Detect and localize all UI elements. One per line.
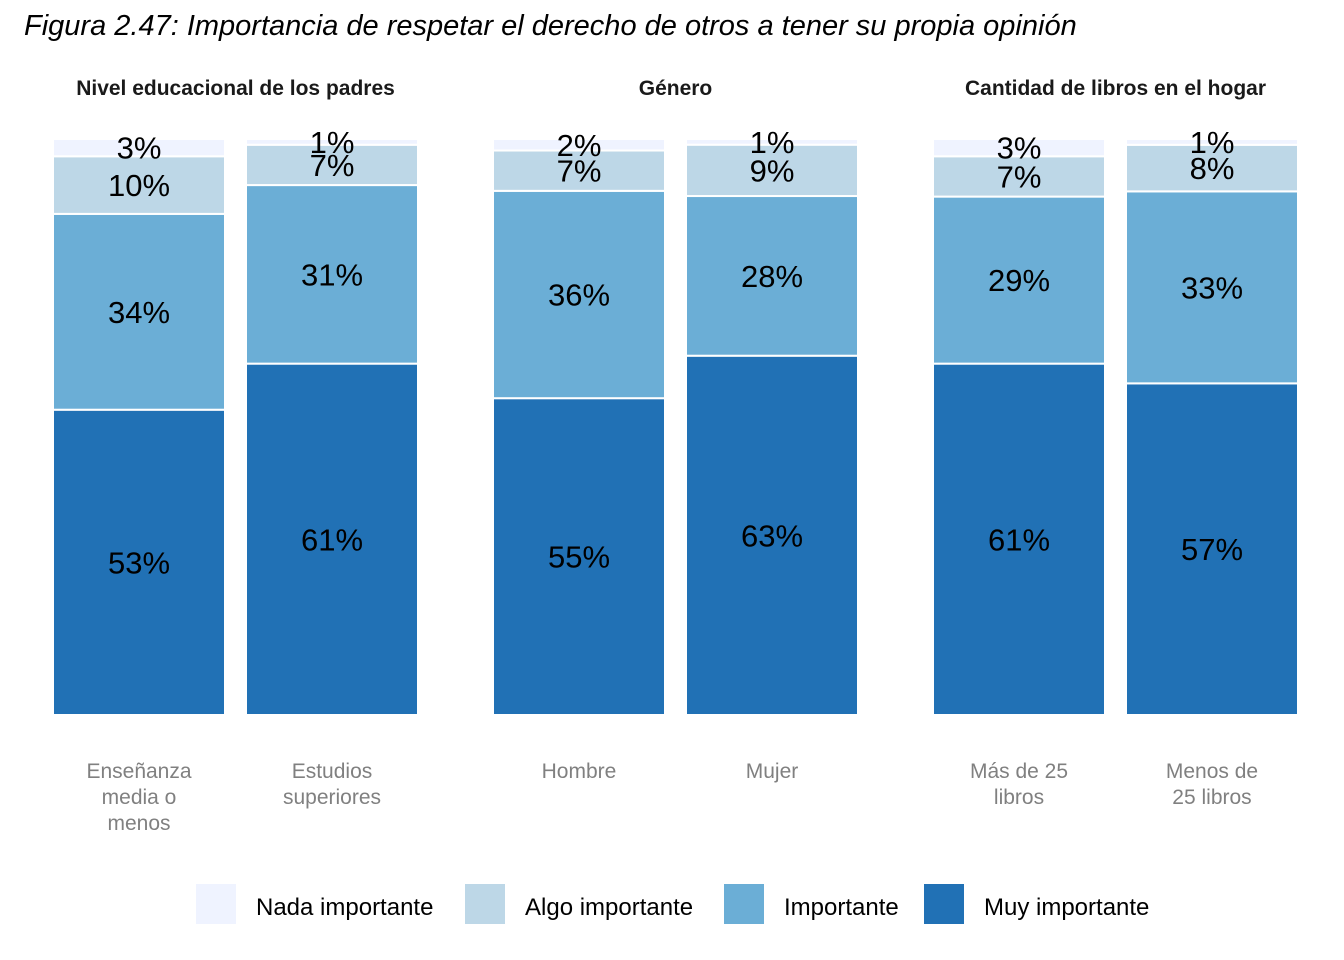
bar-segment — [685, 143, 859, 198]
legend-swatch — [924, 884, 964, 924]
data-label: 61% — [988, 522, 1050, 557]
category-label: Enseñanza media o menos — [86, 760, 191, 835]
category-label-line: libros — [994, 786, 1044, 809]
panel-title: Género — [639, 77, 713, 100]
bar-segment — [52, 155, 226, 215]
data-label: 8% — [1190, 151, 1235, 186]
bar-segment — [1125, 190, 1299, 385]
data-label: 34% — [108, 295, 170, 330]
bar: 61% 29% 7%3% — [932, 131, 1106, 716]
bar: 55% 36% 7%2% — [492, 128, 666, 716]
legend-item: Algo importante — [465, 884, 693, 924]
category-label-line: Menos de — [1166, 760, 1258, 783]
data-label: 3% — [117, 131, 162, 166]
data-label: 1% — [1190, 125, 1235, 160]
bar-segment — [932, 362, 1106, 716]
bar-segment — [52, 408, 226, 716]
category-label-line: Hombre — [542, 760, 617, 783]
legend: Nada importante Algo importante Importante… — [196, 884, 1149, 924]
data-label: 1% — [750, 125, 795, 160]
category-label: Estudios superiores — [283, 760, 381, 809]
bar-segment — [492, 397, 666, 716]
bar-segment — [52, 138, 226, 158]
chart-title: Figura 2.47: Importancia de respetar el … — [24, 10, 1077, 42]
data-label: 2% — [557, 128, 602, 163]
legend-label: Importante — [784, 894, 899, 921]
data-label: 31% — [301, 257, 363, 292]
bar-segment — [245, 138, 419, 146]
data-label: 7% — [310, 148, 355, 183]
bar-segment — [245, 143, 419, 187]
category-label-line: 25 libros — [1172, 786, 1251, 809]
bar-segment — [932, 138, 1106, 158]
data-label: 36% — [548, 278, 610, 313]
bar-segment — [685, 195, 859, 357]
data-label: 9% — [750, 153, 795, 188]
legend-swatch — [196, 884, 236, 924]
data-label: 7% — [557, 154, 602, 189]
category-label-line: Enseñanza — [86, 760, 191, 783]
category-label: Menos de 25 libros — [1166, 760, 1258, 809]
legend-swatch — [465, 884, 505, 924]
legend-label: Nada importante — [256, 894, 433, 921]
category-label-line: Estudios — [292, 760, 373, 783]
category-label-line: menos — [107, 812, 170, 835]
data-label: 28% — [741, 259, 803, 294]
bar: 61% 31% 7%1% — [245, 125, 419, 716]
panels-layer: Nivel educacional de los padres 53% 34% 10%… — [52, 77, 1299, 835]
bar-segment — [932, 195, 1106, 365]
data-label: 10% — [108, 168, 170, 203]
panel-1: Nivel educacional de los padres 53% 34% 10%… — [52, 77, 419, 835]
category-label: Más de 25 libros — [970, 760, 1068, 809]
data-label: 57% — [1181, 532, 1243, 567]
bar-segment — [685, 138, 859, 146]
legend-item: Nada importante — [196, 884, 433, 924]
category-label-line: media o — [102, 786, 177, 809]
panel-3: Cantidad de libros en el hogar 61% 29% 7%3%… — [932, 77, 1299, 809]
legend-label: Muy importante — [984, 894, 1149, 921]
bar-segment — [1125, 138, 1299, 146]
bar-segment — [492, 149, 666, 192]
bar: 63% 28% 9%1% — [685, 125, 859, 716]
legend-item: Importante — [724, 884, 899, 924]
bar: 57% 33% 8%1% — [1125, 125, 1299, 716]
bar-segment — [245, 184, 419, 365]
data-label: 29% — [988, 263, 1050, 298]
bar: 53% 34% 10%3% — [52, 131, 226, 716]
data-label: 33% — [1181, 270, 1243, 305]
data-label: 61% — [301, 522, 363, 557]
category-label: Mujer — [746, 760, 799, 783]
data-label: 63% — [741, 518, 803, 553]
panel-title: Cantidad de libros en el hogar — [965, 77, 1266, 100]
legend-label: Algo importante — [525, 894, 693, 921]
bar-segment — [932, 155, 1106, 198]
data-label: 53% — [108, 545, 170, 580]
category-label-line: Más de 25 — [970, 760, 1068, 783]
data-label: 3% — [997, 131, 1042, 166]
panel-title: Nivel educacional de los padres — [76, 77, 395, 100]
category-label: Hombre — [542, 760, 617, 783]
data-label: 7% — [997, 159, 1042, 194]
data-label: 55% — [548, 540, 610, 575]
bar-segment — [492, 138, 666, 152]
data-label: 1% — [310, 125, 355, 160]
legend-swatch — [724, 884, 764, 924]
category-label-line: Mujer — [746, 760, 799, 783]
bar-segment — [685, 354, 859, 716]
category-label-line: superiores — [283, 786, 381, 809]
legend-item: Muy importante — [924, 884, 1149, 924]
panel-2: Género 55% 36% 7%2% Hombre 63% 28% 9%1% Mujer — [492, 77, 859, 783]
bar-segment — [1125, 143, 1299, 193]
